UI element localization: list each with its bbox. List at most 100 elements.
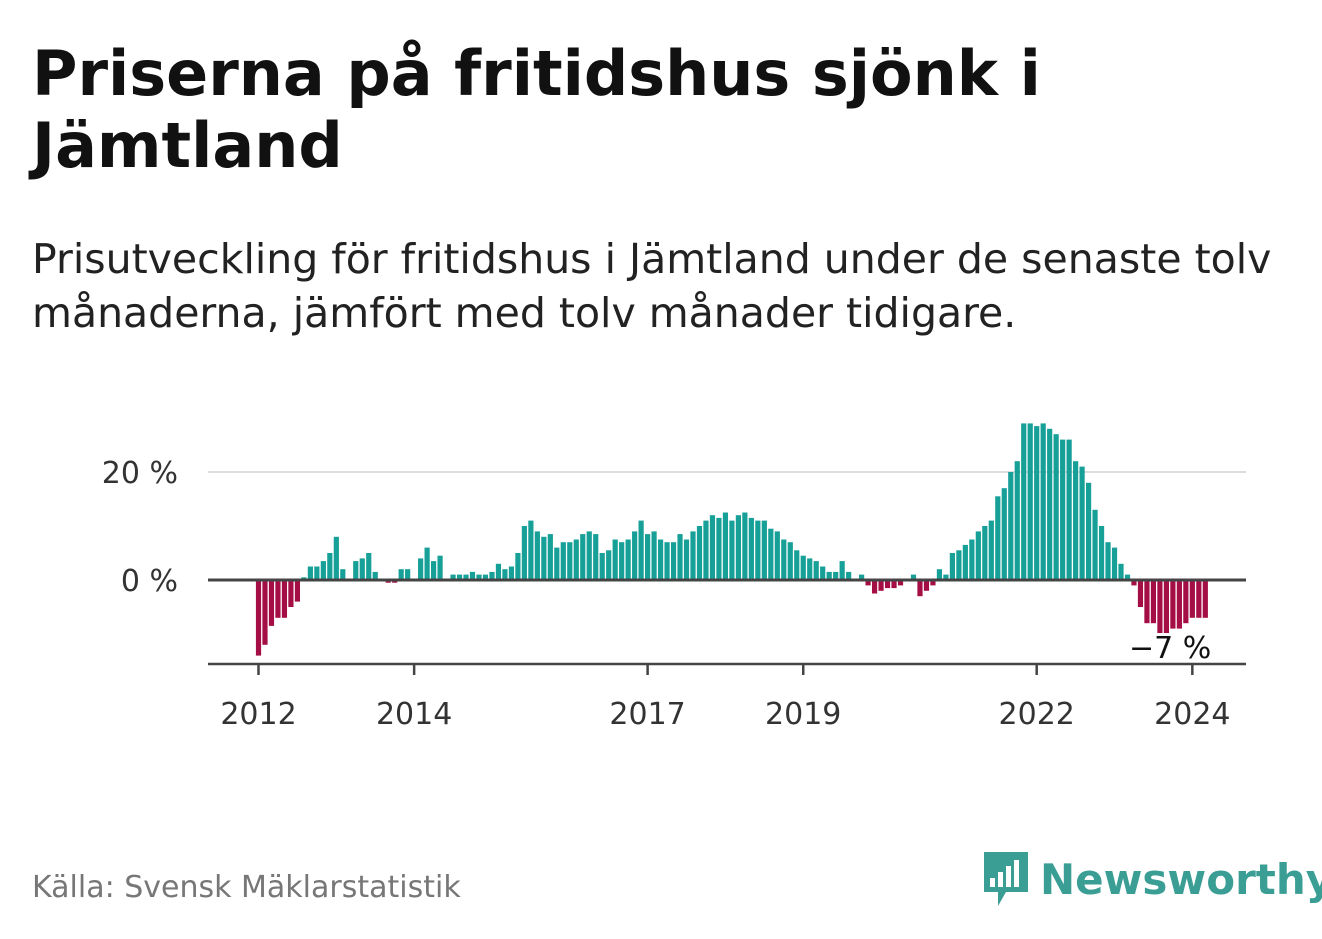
- bar: [716, 517, 722, 580]
- bar: [910, 574, 917, 580]
- bar: [1021, 423, 1027, 580]
- x-tick-label: 2014: [376, 697, 452, 732]
- bar: [294, 580, 301, 602]
- x-tick-label: 2022: [999, 697, 1075, 732]
- bar: [528, 520, 534, 580]
- bar: [995, 496, 1001, 580]
- bar: [508, 566, 515, 580]
- bar: [683, 539, 690, 580]
- bar: [1163, 580, 1169, 634]
- bar: [833, 571, 839, 580]
- last-value-label: −7 %: [1129, 631, 1211, 666]
- bar: [962, 544, 968, 580]
- bar: [1189, 580, 1195, 618]
- x-tick-label: 2019: [765, 697, 841, 732]
- bar: [437, 555, 443, 580]
- bar: [521, 526, 527, 580]
- bar: [664, 542, 670, 580]
- x-tick-label: 2012: [220, 697, 296, 732]
- bar: [418, 558, 424, 580]
- bar: [599, 553, 605, 580]
- bar: [878, 580, 884, 591]
- bar: [1053, 434, 1059, 580]
- bar: [794, 550, 800, 580]
- bar: [275, 580, 281, 618]
- bar: [1150, 580, 1157, 624]
- bar: [1202, 580, 1208, 618]
- bar: [1176, 580, 1182, 629]
- bar: [268, 580, 275, 626]
- bar: [320, 561, 326, 580]
- bar: [560, 542, 566, 580]
- bar: [969, 539, 975, 580]
- bar: [580, 534, 586, 580]
- bar: [703, 520, 709, 580]
- bar-chart: 0 % 20 % 2012 2014 2017 2019 2022 2024 −7 %: [102, 423, 1246, 732]
- x-tick-label: 2024: [1154, 697, 1230, 732]
- bar: [1066, 439, 1072, 580]
- bar: [327, 553, 333, 580]
- bar: [774, 531, 780, 580]
- bar: [1196, 580, 1202, 618]
- bar: [1124, 574, 1131, 580]
- bar: [340, 569, 346, 580]
- grid-lines: 0 % 20 %: [102, 456, 1246, 599]
- bars: [255, 423, 1208, 656]
- bar: [871, 580, 878, 594]
- brand-logo[interactable]: Newsworthy: [982, 850, 1322, 908]
- bar: [748, 517, 754, 580]
- bar: [826, 571, 832, 580]
- bar: [897, 580, 904, 586]
- bar: [865, 580, 871, 586]
- bar: [1183, 580, 1189, 624]
- bar: [398, 569, 404, 580]
- bar: [366, 553, 372, 580]
- bar: [657, 539, 664, 580]
- bar: [936, 569, 943, 580]
- bar: [262, 580, 268, 645]
- bar: [586, 531, 592, 580]
- brand-name: Newsworthy: [1040, 854, 1322, 904]
- bar: [612, 539, 618, 580]
- bar: [281, 580, 288, 618]
- bar: [1092, 509, 1098, 580]
- bar: [891, 580, 897, 589]
- bar: [813, 561, 819, 580]
- bar: [1027, 423, 1033, 580]
- bar: [975, 531, 981, 580]
- bar: [1170, 580, 1176, 629]
- annotations: −7 %: [1126, 628, 1214, 669]
- bar: [1014, 461, 1020, 580]
- bar: [1157, 580, 1163, 634]
- bar: [307, 566, 313, 580]
- bar: [1034, 426, 1040, 580]
- axes: 2012 2014 2017 2019 2022 2024: [208, 578, 1246, 732]
- bar: [1079, 466, 1085, 580]
- bar: [1111, 547, 1118, 580]
- bar: [489, 571, 495, 580]
- chart-title: Priserna på fritidshus sjönk i Jämtland: [32, 37, 1041, 182]
- y-tick-label: 20 %: [102, 456, 178, 491]
- bar: [768, 528, 774, 580]
- bar-chart-logo-icon: [984, 852, 1028, 906]
- bar: [709, 515, 716, 580]
- bar: [255, 580, 262, 656]
- bar: [645, 534, 651, 580]
- bar: [1040, 423, 1046, 580]
- bar: [696, 526, 703, 580]
- bar: [1001, 488, 1007, 580]
- bar: [625, 539, 631, 580]
- bar: [333, 536, 339, 580]
- bar: [469, 571, 476, 580]
- bar: [495, 563, 502, 580]
- bar: [930, 580, 936, 586]
- bar: [606, 550, 612, 580]
- bar: [722, 512, 729, 580]
- bar: [573, 539, 579, 580]
- bar: [1098, 526, 1105, 580]
- bar: [761, 520, 767, 580]
- bar: [424, 547, 430, 580]
- bar: [547, 534, 553, 580]
- bar: [988, 520, 994, 580]
- bar: [839, 561, 845, 580]
